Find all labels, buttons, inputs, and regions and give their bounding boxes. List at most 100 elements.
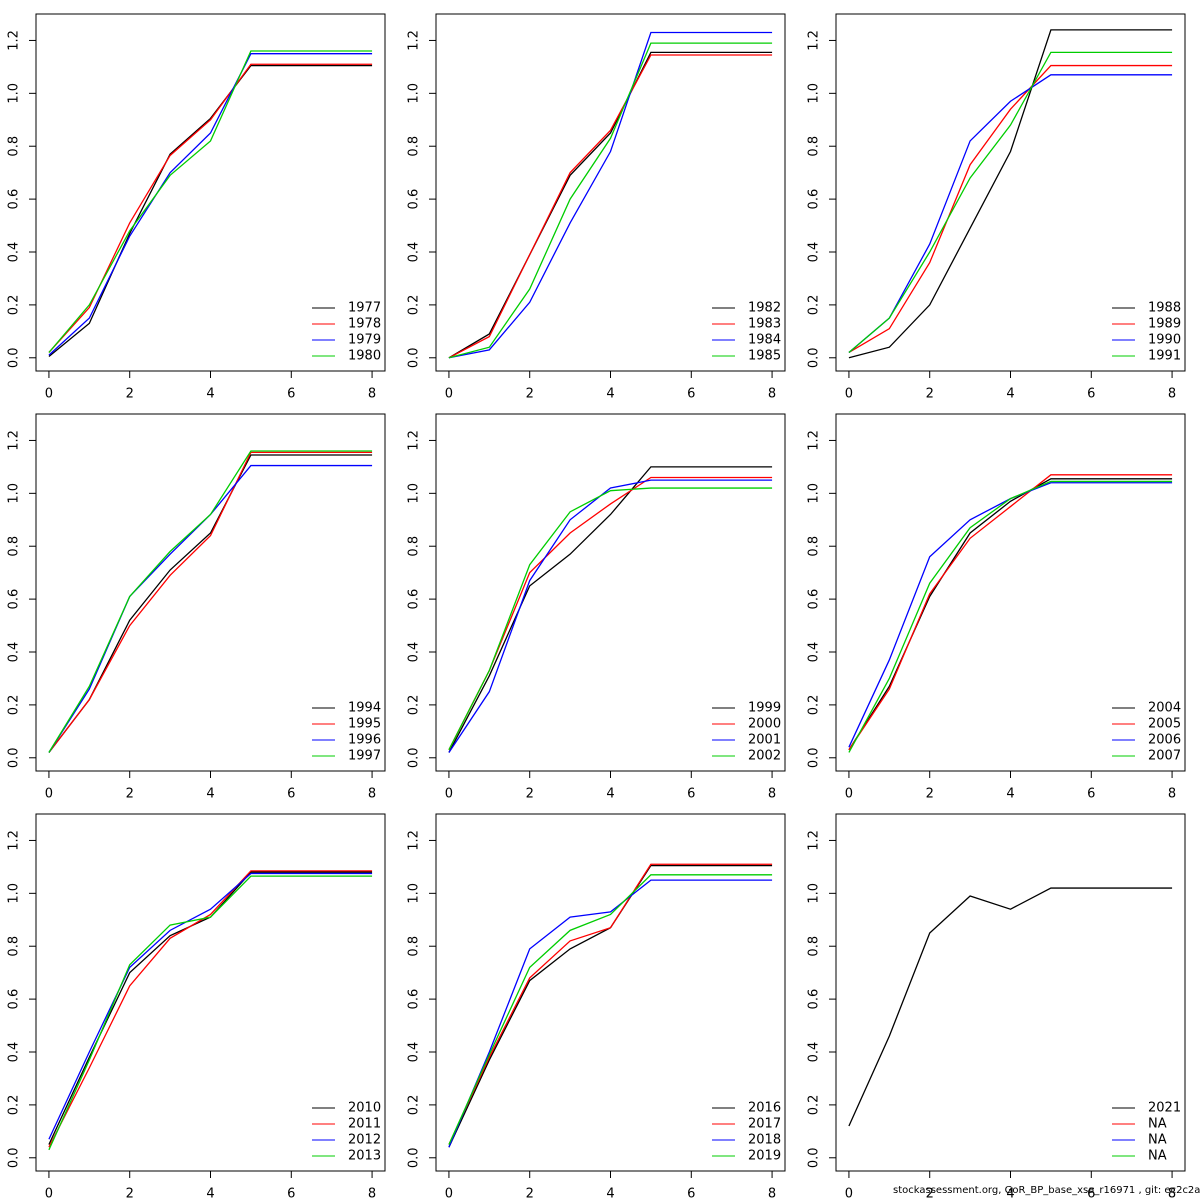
x-tick-label: 2 bbox=[126, 787, 134, 802]
y-tick-label: 0.8 bbox=[7, 936, 22, 957]
legend-label: 2021 bbox=[1148, 1101, 1181, 1116]
legend-label: NA bbox=[1148, 1133, 1167, 1148]
series-line bbox=[48, 450, 373, 753]
y-tick-label: 1.0 bbox=[407, 883, 422, 904]
y-tick-label: 0.6 bbox=[7, 189, 22, 210]
y-tick-label: 0.4 bbox=[407, 1042, 422, 1063]
series-line bbox=[848, 474, 1173, 751]
y-tick-label: 1.0 bbox=[7, 883, 22, 904]
y-tick-label: 0.2 bbox=[407, 695, 422, 716]
y-tick-label: 0.4 bbox=[807, 1042, 822, 1063]
legend-label: 1977 bbox=[348, 301, 381, 316]
y-tick-label: 0.8 bbox=[407, 536, 422, 557]
series-line bbox=[848, 480, 1173, 753]
series-line bbox=[48, 64, 373, 357]
x-tick-label: 8 bbox=[368, 387, 376, 402]
series-line bbox=[48, 872, 373, 1140]
series-line bbox=[48, 875, 373, 1151]
x-tick-label: 0 bbox=[445, 787, 453, 802]
x-tick-label: 4 bbox=[1006, 387, 1014, 402]
legend-label: 2005 bbox=[1148, 717, 1181, 732]
legend-label: 2013 bbox=[348, 1149, 381, 1164]
legend-label: 2002 bbox=[748, 749, 781, 764]
plot-box bbox=[35, 813, 386, 1172]
series-line bbox=[48, 53, 373, 356]
x-tick-label: 2 bbox=[926, 1187, 934, 1200]
series-line bbox=[848, 74, 1173, 353]
y-tick-label: 0.8 bbox=[807, 136, 822, 157]
series-line bbox=[448, 879, 773, 1148]
y-tick-label: 0.2 bbox=[7, 695, 22, 716]
series-line bbox=[448, 479, 773, 753]
x-tick-label: 4 bbox=[606, 387, 614, 402]
y-tick-label: 1.2 bbox=[407, 830, 422, 851]
legend-label: NA bbox=[1148, 1117, 1167, 1132]
series-line bbox=[848, 64, 1173, 354]
x-tick-label: 2 bbox=[126, 1187, 134, 1200]
legend-label: 1988 bbox=[1148, 301, 1181, 316]
y-tick-label: 1.0 bbox=[807, 83, 822, 104]
x-tick-label: 0 bbox=[45, 787, 53, 802]
x-tick-label: 8 bbox=[1168, 387, 1176, 402]
y-tick-label: 0.4 bbox=[7, 242, 22, 263]
x-tick-label: 6 bbox=[1087, 787, 1095, 802]
x-tick-label: 0 bbox=[445, 387, 453, 402]
y-tick-label: 0.2 bbox=[407, 1095, 422, 1116]
plot-box bbox=[835, 413, 1186, 772]
y-tick-label: 0.8 bbox=[7, 536, 22, 557]
x-tick-label: 6 bbox=[687, 387, 695, 402]
y-tick-label: 0.2 bbox=[807, 695, 822, 716]
x-tick-label: 6 bbox=[1087, 387, 1095, 402]
series-line bbox=[848, 29, 1173, 359]
legend-label: 1984 bbox=[748, 333, 781, 348]
x-tick-label: 2 bbox=[526, 1187, 534, 1200]
legend-label: 2017 bbox=[748, 1117, 781, 1132]
legend-label: 2007 bbox=[1148, 749, 1181, 764]
y-tick-label: 0.6 bbox=[407, 589, 422, 610]
series-line bbox=[448, 874, 773, 1145]
x-tick-label: 4 bbox=[206, 787, 214, 802]
legend-label: 1997 bbox=[348, 749, 381, 764]
plot-box bbox=[435, 13, 786, 372]
x-tick-label: 6 bbox=[687, 787, 695, 802]
y-tick-label: 0.0 bbox=[407, 747, 422, 768]
y-tick-label: 0.8 bbox=[407, 936, 422, 957]
x-tick-label: 2 bbox=[526, 387, 534, 402]
y-tick-label: 1.0 bbox=[407, 483, 422, 504]
series-line bbox=[448, 864, 773, 1148]
x-tick-label: 2 bbox=[926, 387, 934, 402]
x-tick-label: 0 bbox=[845, 387, 853, 402]
legend-label: 1996 bbox=[348, 733, 381, 748]
y-tick-label: 0.4 bbox=[7, 642, 22, 663]
y-tick-label: 1.2 bbox=[807, 30, 822, 51]
x-tick-label: 4 bbox=[606, 1187, 614, 1200]
y-tick-label: 1.2 bbox=[407, 30, 422, 51]
legend-label: 2000 bbox=[748, 717, 781, 732]
legend-label: 1991 bbox=[1148, 349, 1181, 364]
series-line bbox=[848, 51, 1173, 353]
y-tick-label: 0.8 bbox=[807, 936, 822, 957]
plot-box bbox=[835, 13, 1186, 372]
x-tick-label: 6 bbox=[1087, 1187, 1095, 1200]
plot-box bbox=[835, 813, 1186, 1172]
x-tick-label: 8 bbox=[1168, 787, 1176, 802]
y-tick-label: 0.4 bbox=[807, 642, 822, 663]
series-line bbox=[48, 451, 373, 753]
x-tick-label: 4 bbox=[206, 1187, 214, 1200]
legend-label: 2019 bbox=[748, 1149, 781, 1164]
legend-label: 1980 bbox=[348, 349, 381, 364]
legend-label: 2012 bbox=[348, 1133, 381, 1148]
y-tick-label: 1.0 bbox=[807, 483, 822, 504]
legend-label: NA bbox=[1148, 1149, 1167, 1164]
y-tick-label: 0.6 bbox=[7, 989, 22, 1010]
x-tick-label: 4 bbox=[1006, 1187, 1014, 1200]
y-tick-label: 0.2 bbox=[807, 1095, 822, 1116]
legend-label: 1994 bbox=[348, 701, 381, 716]
x-tick-label: 0 bbox=[445, 1187, 453, 1200]
y-tick-label: 1.2 bbox=[7, 30, 22, 51]
x-tick-label: 6 bbox=[287, 387, 295, 402]
series-line bbox=[48, 63, 373, 353]
y-tick-label: 0.2 bbox=[407, 295, 422, 316]
y-tick-label: 0.6 bbox=[807, 589, 822, 610]
x-tick-label: 8 bbox=[368, 1187, 376, 1200]
